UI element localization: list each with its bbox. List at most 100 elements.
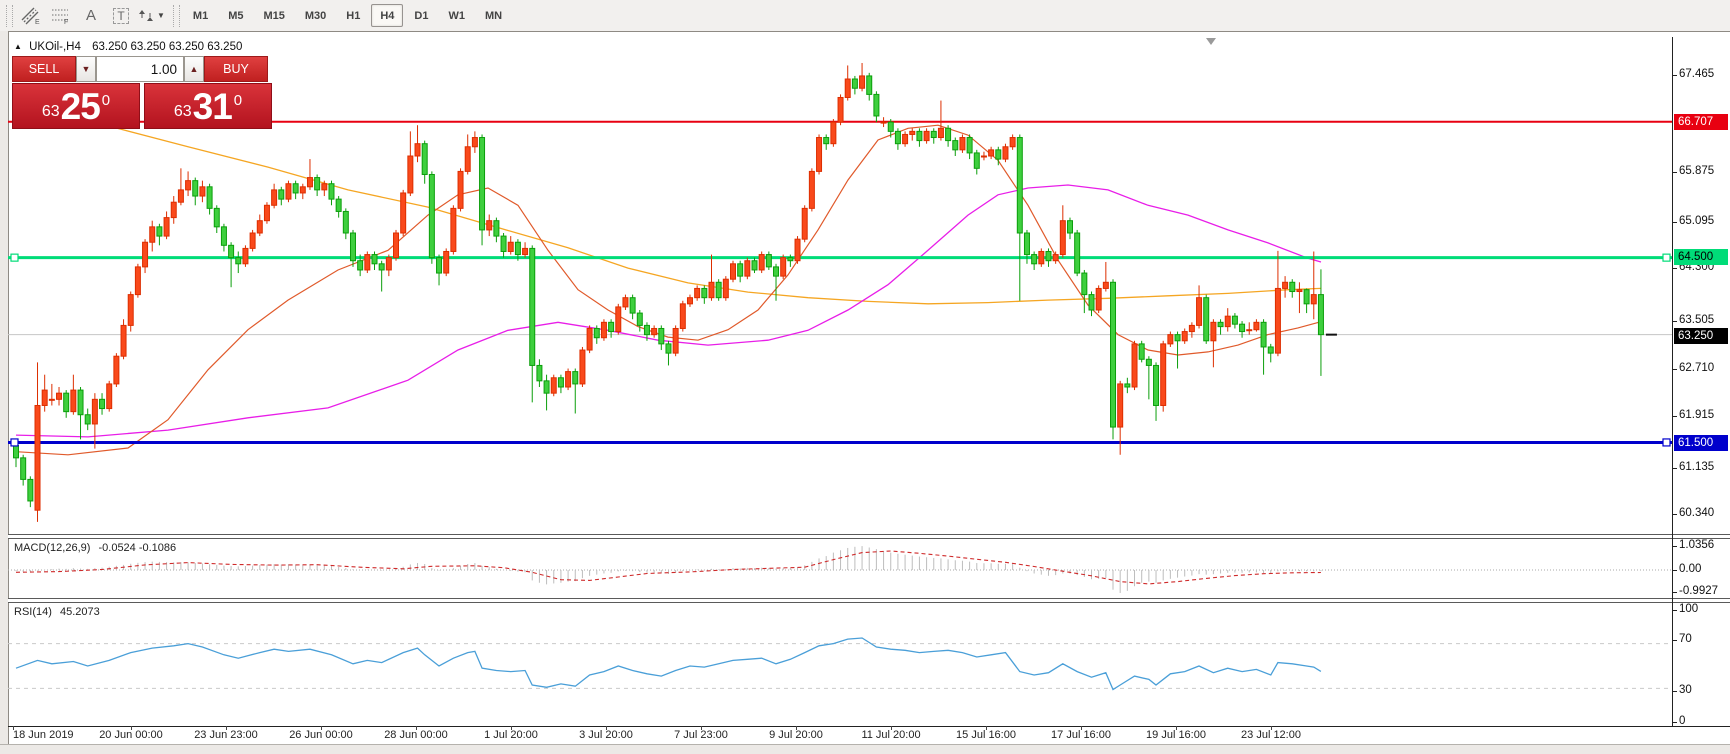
sell-button[interactable]: SELL bbox=[12, 56, 76, 82]
toolbar: E F A T ▼ M1 M5 M15 M30 H1 H4 D1 W1 MN bbox=[0, 0, 1730, 32]
macd-axis-label: 1.0356 bbox=[1679, 539, 1715, 551]
equidistant-channel-tool-button[interactable]: E bbox=[17, 3, 45, 29]
date-axis-tick bbox=[606, 726, 607, 730]
timeframe-button-mn[interactable]: MN bbox=[484, 9, 503, 22]
volume-decrease-button[interactable]: ▼ bbox=[76, 56, 96, 82]
price-badge-63.250: 63.250 bbox=[1674, 328, 1728, 344]
price-axis-tick bbox=[1672, 75, 1677, 76]
price-axis-label: 60.340 bbox=[1679, 507, 1715, 519]
buy-button[interactable]: BUY bbox=[204, 56, 268, 82]
macd-axis-tick bbox=[1672, 570, 1677, 571]
rsi-axis-label: 0 bbox=[1679, 715, 1686, 727]
date-axis-tick bbox=[13, 726, 14, 730]
rsi-indicator-value: 45.2073 bbox=[59, 606, 100, 618]
symbol-marker-icon: ▲ bbox=[14, 42, 22, 51]
timeframe-button-d1[interactable]: D1 bbox=[414, 9, 429, 22]
text-label-tool-button[interactable]: A bbox=[77, 3, 105, 29]
price-axis-label: 65.095 bbox=[1679, 215, 1715, 227]
date-axis-label: 11 Jul 20:00 bbox=[861, 729, 921, 741]
rsi-pane-canvas[interactable] bbox=[8, 601, 1672, 726]
price-badge-61.500: 61.500 bbox=[1674, 435, 1728, 451]
text-label-icon: A bbox=[85, 7, 96, 24]
rsi-axis-tick bbox=[1672, 610, 1677, 611]
date-axis-tick bbox=[416, 726, 417, 730]
timeframe-button-h1[interactable]: H1 bbox=[346, 9, 361, 22]
date-axis-tick bbox=[701, 726, 702, 730]
window-bottom-edge bbox=[0, 744, 1730, 754]
date-axis-label: 18 Jun 2019 bbox=[13, 729, 74, 741]
macd-indicator-values: -0.0524 -0.1086 bbox=[98, 542, 177, 554]
price-axis-label: 61.915 bbox=[1679, 409, 1715, 421]
price-axis-tick bbox=[1672, 369, 1677, 370]
volume-increase-button[interactable]: ▲ bbox=[184, 56, 204, 82]
buy-price-figure: 63 bbox=[173, 103, 192, 120]
arrows-icon bbox=[139, 9, 153, 21]
pane-splitter-macd[interactable] bbox=[8, 534, 1730, 539]
date-axis-tick bbox=[1271, 726, 1272, 730]
date-axis-label: 19 Jul 16:00 bbox=[1146, 729, 1206, 741]
timeframe-button-h4[interactable]: H4 bbox=[371, 4, 404, 27]
macd-axis-label: 0.00 bbox=[1679, 563, 1702, 575]
timeframe-button-m1[interactable]: M1 bbox=[192, 9, 209, 22]
price-axis-label: 62.710 bbox=[1679, 362, 1715, 374]
date-axis-tick bbox=[986, 726, 987, 730]
sell-price-figure: 63 bbox=[41, 103, 60, 120]
sell-price-point: 0 bbox=[101, 92, 111, 109]
date-axis-label: 23 Jun 23:00 bbox=[194, 729, 258, 741]
volume-input[interactable] bbox=[96, 56, 184, 82]
macd-pane-canvas[interactable] bbox=[8, 537, 1672, 598]
price-badge-64.500: 64.500 bbox=[1674, 249, 1728, 265]
fibonacci-tool-button[interactable]: F bbox=[47, 3, 75, 29]
date-axis-label: 20 Jun 00:00 bbox=[99, 729, 163, 741]
timeframe-bar: M1 M5 M15 M30 H1 H4 D1 W1 MN bbox=[183, 4, 512, 27]
date-axis-tick bbox=[891, 726, 892, 730]
dropdown-caret-icon: ▼ bbox=[157, 11, 165, 20]
pane-splitter-rsi[interactable] bbox=[8, 598, 1730, 603]
text-tool-button[interactable]: T bbox=[107, 3, 135, 29]
equidistant-channel-icon: E bbox=[21, 7, 40, 25]
rsi-axis-label: 30 bbox=[1679, 684, 1692, 696]
timeframe-button-m5[interactable]: M5 bbox=[228, 9, 244, 22]
buy-price-pips: 31 bbox=[192, 86, 233, 127]
date-axis-label: 7 Jul 23:00 bbox=[674, 729, 728, 741]
macd-axis-tick bbox=[1672, 592, 1677, 593]
date-axis-label: 17 Jul 16:00 bbox=[1051, 729, 1111, 741]
buy-price-point: 0 bbox=[233, 92, 243, 109]
sell-price-pips: 25 bbox=[60, 86, 101, 127]
date-axis-border bbox=[8, 726, 1730, 727]
rsi-axis-tick bbox=[1672, 640, 1677, 641]
date-axis-label: 28 Jun 00:00 bbox=[384, 729, 448, 741]
date-axis-label: 3 Jul 20:00 bbox=[579, 729, 633, 741]
fibonacci-retracement-icon: F bbox=[52, 8, 68, 25]
price-axis-tick bbox=[1672, 268, 1677, 269]
timeframe-button-w1[interactable]: W1 bbox=[448, 9, 465, 22]
sell-price-display[interactable]: 63 25 0 bbox=[12, 83, 140, 129]
date-axis-tick bbox=[511, 726, 512, 730]
chart-shift-marker[interactable] bbox=[1206, 38, 1216, 45]
rsi-axis-tick bbox=[1672, 722, 1677, 723]
toolbar-grip[interactable] bbox=[6, 4, 13, 27]
arrows-tool-button[interactable]: ▼ bbox=[137, 3, 166, 29]
price-axis-tick bbox=[1672, 172, 1677, 173]
text-box-icon: T bbox=[113, 7, 129, 24]
date-axis-label: 15 Jul 16:00 bbox=[956, 729, 1016, 741]
buy-price-display[interactable]: 63 31 0 bbox=[144, 83, 272, 129]
price-axis-label: 67.465 bbox=[1679, 68, 1715, 80]
price-axis-tick bbox=[1672, 514, 1677, 515]
price-axis-tick bbox=[1672, 468, 1677, 469]
date-axis-label: 9 Jul 20:00 bbox=[769, 729, 823, 741]
one-click-trading-widget: SELL ▼ ▲ BUY 63 25 0 63 31 0 bbox=[12, 56, 272, 129]
price-chart-canvas[interactable] bbox=[8, 37, 1672, 534]
svg-text:E: E bbox=[35, 19, 40, 25]
chart-title: ▲ UKOil-,H4 63.250 63.250 63.250 63.250 bbox=[14, 41, 242, 53]
date-axis-tick bbox=[226, 726, 227, 730]
timeframe-button-m30[interactable]: M30 bbox=[304, 9, 327, 22]
timeframe-button-m15[interactable]: M15 bbox=[263, 9, 285, 22]
price-axis-tick bbox=[1672, 321, 1677, 322]
price-axis-label: 61.135 bbox=[1679, 461, 1715, 473]
macd-indicator-label: MACD(12,26,9) -0.0524 -0.1086 bbox=[14, 542, 177, 554]
price-badge-66.707: 66.707 bbox=[1674, 114, 1728, 130]
date-axis-tick bbox=[796, 726, 797, 730]
price-axis-label: 63.505 bbox=[1679, 314, 1715, 326]
